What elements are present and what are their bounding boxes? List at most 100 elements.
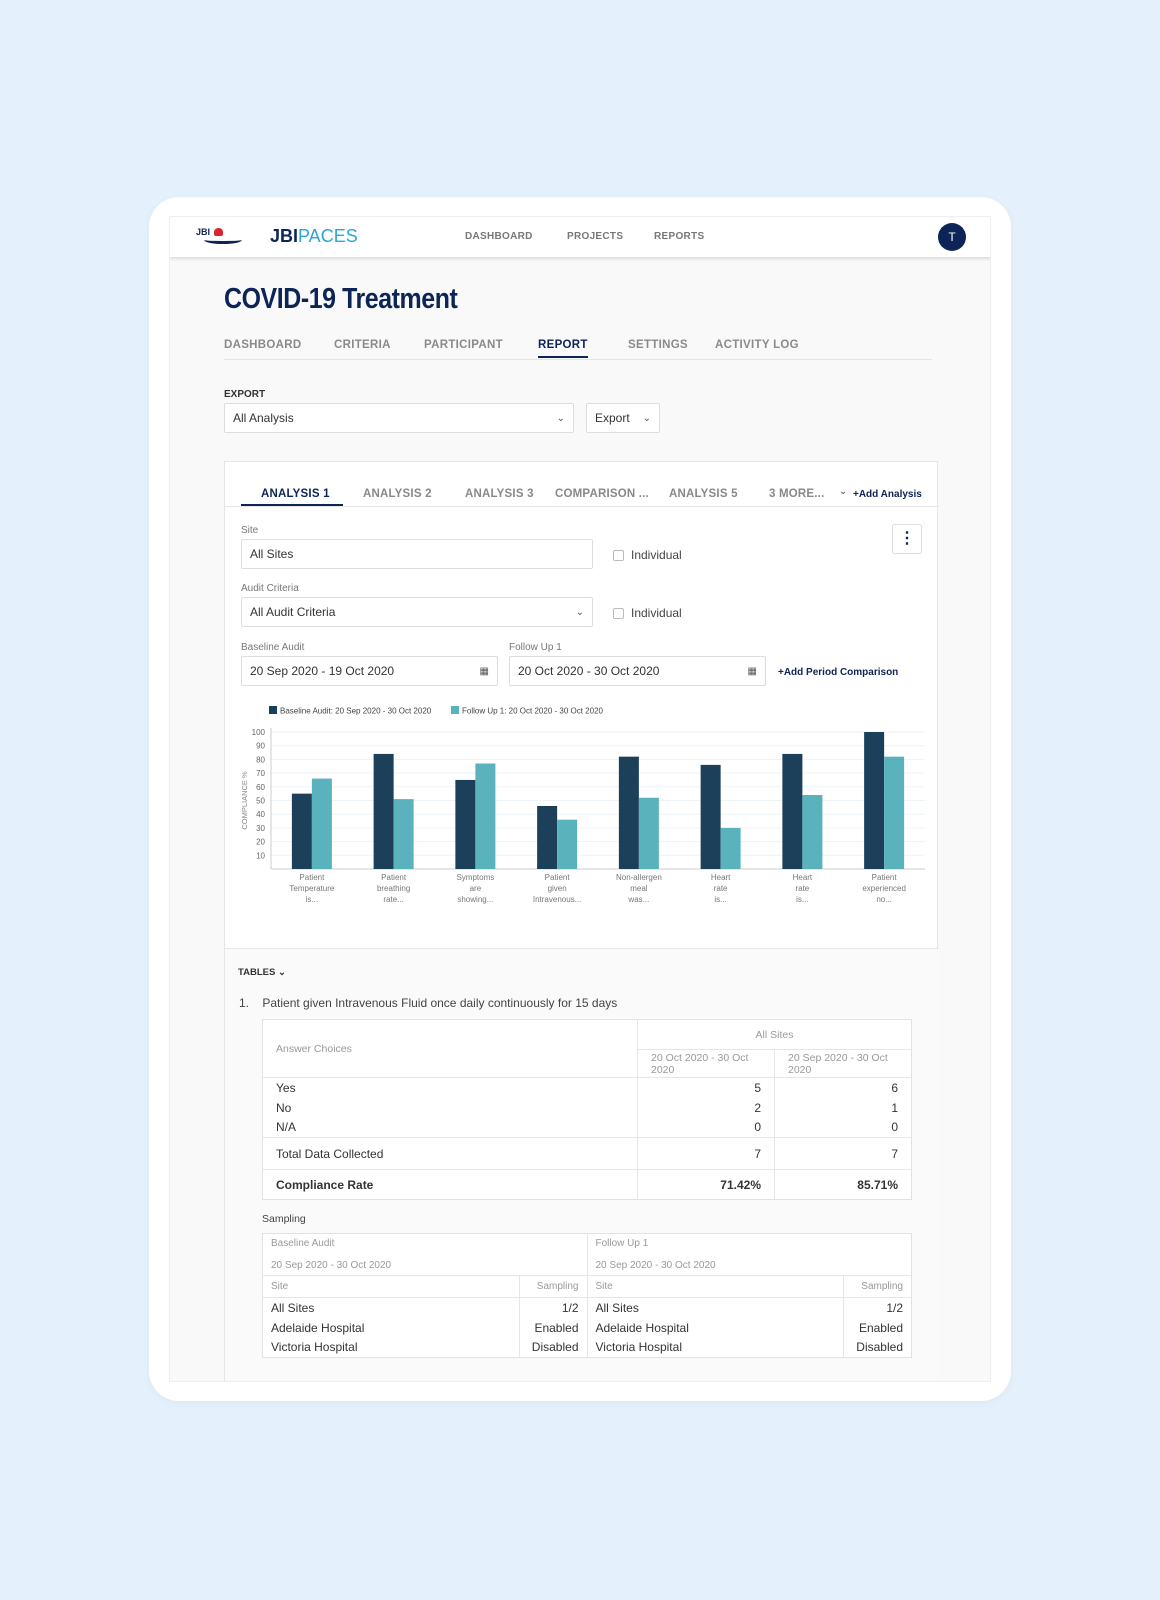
bar	[802, 795, 823, 869]
bar	[700, 764, 721, 869]
x-tick-label: is...	[796, 895, 808, 904]
export-button[interactable]: Export ⌄	[586, 403, 660, 433]
y-axis-title: COMPLIANCE %	[240, 771, 249, 830]
chevron-down-icon[interactable]: ⌄	[839, 486, 848, 497]
checkbox-icon	[613, 607, 624, 619]
y-tick-label: 40	[256, 810, 265, 819]
bar	[537, 805, 558, 869]
top-navbar: JBI JBIPACES DASHBOARD PROJECTS REPORTS …	[170, 217, 990, 257]
table-row: Adelaide Hospital Enabled Adelaide Hospita…	[263, 1317, 912, 1338]
baseline-label: Baseline Audit	[241, 642, 305, 653]
x-tick-label: Symptoms	[456, 873, 494, 882]
bar	[638, 797, 659, 869]
x-tick-label: Non-allergen	[616, 873, 662, 882]
nav-reports[interactable]: REPORTS	[654, 231, 705, 242]
tab-analysis-5[interactable]: ANALYSIS 5	[669, 488, 738, 500]
export-select-value: All Analysis	[233, 411, 294, 425]
checkbox-label: Individual	[631, 548, 682, 562]
add-analysis-link[interactable]: +Add Analysis	[853, 489, 922, 500]
legend-label: Baseline Audit: 20 Sep 2020 - 30 Oct 202…	[280, 707, 432, 716]
y-tick-label: 30	[256, 824, 265, 833]
bar	[618, 756, 639, 869]
x-tick-label: breathing	[377, 884, 410, 893]
more-options-icon[interactable]: ⋮	[892, 524, 922, 554]
bar	[864, 732, 885, 869]
calendar-icon[interactable]: ▦	[479, 665, 489, 677]
page-title: COVID-19 Treatment	[224, 283, 458, 315]
x-tick-label: experienced	[862, 884, 906, 893]
sampling-label: Sampling	[262, 1213, 306, 1225]
criteria-label: Audit Criteria	[241, 583, 299, 594]
tab-participant[interactable]: PARTICIPANT	[424, 339, 503, 351]
tab-dashboard[interactable]: DASHBOARD	[224, 339, 302, 351]
followup-date-input[interactable]: 20 Oct 2020 - 30 Oct 2020 ▦	[509, 656, 766, 686]
y-tick-label: 80	[256, 755, 265, 764]
tab-activity-log[interactable]: ACTIVITY LOG	[715, 339, 799, 351]
brand-name[interactable]: JBIPACES	[270, 226, 358, 246]
analysis-card: ANALYSIS 1 ANALYSIS 2 ANALYSIS 3 COMPARI…	[224, 461, 939, 1381]
y-tick-label: 100	[252, 728, 266, 737]
bar	[720, 827, 741, 869]
header-col1: 20 Oct 2020 - 30 Oct 2020	[637, 1049, 775, 1078]
table-row: All Sites 1/2 All Sites 1/2	[262, 1297, 912, 1318]
bar	[557, 819, 578, 869]
table-row: No 2 1	[263, 1097, 912, 1118]
export-select[interactable]: All Analysis ⌄	[224, 403, 574, 433]
y-tick-label: 70	[256, 769, 265, 778]
tab-analysis-3[interactable]: ANALYSIS 3	[465, 488, 534, 500]
add-period-comparison-link[interactable]: +Add Period Comparison	[778, 667, 899, 678]
chevron-down-icon: ⌄	[642, 412, 651, 424]
avatar[interactable]: T	[938, 223, 966, 251]
site-individual-checkbox[interactable]: Individual	[613, 548, 682, 562]
legend-label: Follow Up 1: 20 Oct 2020 - 30 Oct 2020	[462, 707, 604, 716]
bar	[291, 793, 312, 869]
header-answer-choices: Answer Choices	[276, 1042, 352, 1055]
tab-analysis-2[interactable]: ANALYSIS 2	[363, 488, 432, 500]
app-screen: JBI JBIPACES DASHBOARD PROJECTS REPORTS …	[169, 216, 991, 1382]
tab-report[interactable]: REPORT	[538, 339, 588, 358]
nav-dashboard[interactable]: DASHBOARD	[465, 231, 533, 242]
criteria-value: All Audit Criteria	[250, 605, 336, 619]
item-title: Patient given Intravenous Fluid once dai…	[262, 996, 618, 1010]
tab-analysis-1[interactable]: ANALYSIS 1	[261, 488, 330, 500]
site-input[interactable]: All Sites	[241, 539, 593, 569]
criteria-individual-checkbox[interactable]: Individual	[613, 606, 682, 620]
checkbox-icon	[613, 549, 624, 561]
tab-more[interactable]: 3 MORE...	[769, 488, 825, 500]
legend-swatch	[269, 706, 277, 714]
tables-toggle[interactable]: TABLES ⌄	[238, 967, 286, 978]
header-all-sites: All Sites	[637, 1019, 912, 1050]
bar	[373, 753, 394, 869]
site-label: Site	[241, 525, 259, 536]
legend-swatch	[451, 706, 459, 714]
tab-comparison[interactable]: COMPARISON ...	[555, 488, 649, 500]
compliance-row: Compliance Rate 71.42% 85.71%	[262, 1169, 912, 1200]
tables-label: TABLES	[238, 967, 276, 978]
tab-criteria[interactable]: CRITERIA	[334, 339, 391, 351]
bar	[782, 753, 803, 869]
tables-section: TABLES ⌄ 1. Patient given Intravenous Fl…	[225, 948, 939, 1381]
x-tick-label: are	[470, 884, 482, 893]
x-tick-label: Heart	[793, 873, 813, 882]
y-tick-label: 90	[256, 742, 265, 751]
baseline-value: 20 Sep 2020 - 19 Oct 2020	[250, 664, 395, 678]
bar	[311, 778, 332, 869]
table-row: Victoria Hospital Disabled Victoria Hospit…	[263, 1337, 912, 1358]
y-tick-label: 20	[256, 838, 265, 847]
export-label: EXPORT	[224, 389, 266, 400]
x-tick-label: rate	[795, 884, 809, 893]
table-row: Yes 5 6	[262, 1077, 912, 1098]
nav-projects[interactable]: PROJECTS	[567, 231, 624, 242]
x-tick-label: rate...	[383, 895, 403, 904]
criteria-select[interactable]: All Audit Criteria ⌄	[241, 597, 593, 627]
calendar-icon[interactable]: ▦	[747, 665, 757, 677]
x-tick-label: is...	[306, 895, 318, 904]
chevron-down-icon: ⌄	[575, 606, 584, 618]
tab-settings[interactable]: SETTINGS	[628, 339, 688, 351]
y-tick-label: 10	[256, 851, 265, 860]
active-tab-indicator	[241, 504, 343, 506]
criterion-title: 1. Patient given Intravenous Fluid once …	[239, 996, 617, 1010]
bar	[884, 756, 905, 869]
x-tick-label: was...	[627, 895, 649, 904]
baseline-date-input[interactable]: 20 Sep 2020 - 19 Oct 2020 ▦	[241, 656, 498, 686]
